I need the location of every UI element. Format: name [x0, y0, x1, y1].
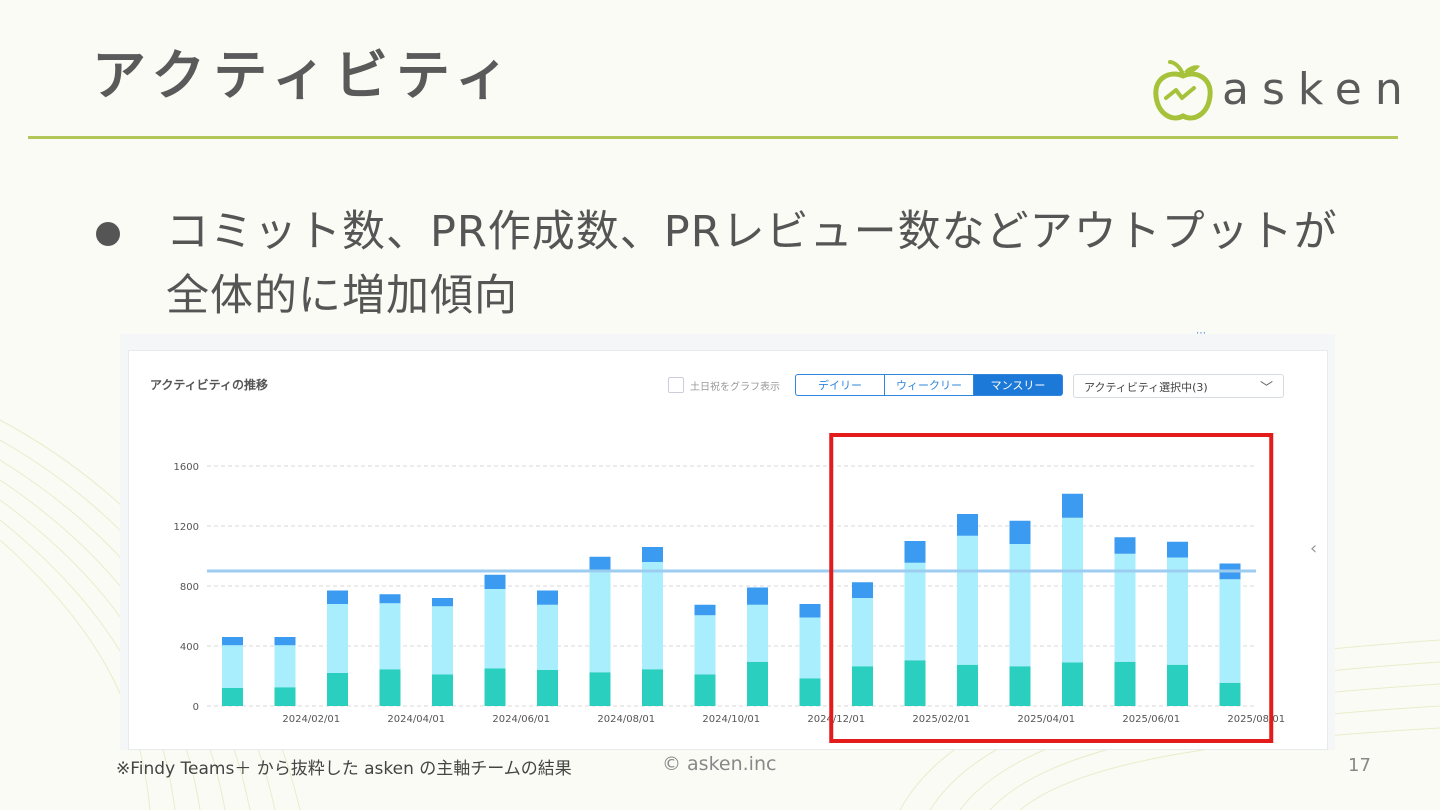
- bar-segment: [274, 645, 296, 688]
- bar-segment: [642, 562, 663, 670]
- bar-segment: [432, 598, 453, 607]
- bar-segment: [799, 604, 821, 618]
- tab-monthly[interactable]: マンスリー: [973, 374, 1063, 396]
- bar-segment: [537, 670, 558, 706]
- bar-segment: [904, 541, 926, 563]
- bar-segment: [694, 615, 716, 675]
- activity-select-dropdown[interactable]: アクティビティ選択中(3) ﹀: [1073, 374, 1284, 398]
- x-tick-label: 2024/04/01: [387, 714, 445, 725]
- bar-segment: [379, 603, 401, 670]
- bar-segment: [484, 668, 506, 706]
- bar-segment: [694, 674, 716, 706]
- bullet-text: コミット数、PR作成数、PRレビュー数などアウトプットが全体的に増加傾向: [166, 207, 1338, 321]
- bar-segment: [957, 514, 978, 536]
- y-tick-label: 800: [180, 582, 199, 593]
- x-tick-label: 2024/12/01: [807, 714, 865, 725]
- highlight-box: [829, 433, 1274, 743]
- footnote: ※Findy Teams＋ から抜粋した asken の主軸チームの結果: [116, 759, 572, 779]
- bar-segment: [642, 669, 663, 706]
- copyright: © asken.inc: [662, 753, 777, 775]
- bar-segment: [222, 645, 243, 688]
- bar-segment: [1167, 664, 1188, 706]
- y-tick-label: 1200: [174, 522, 199, 533]
- bar-segment: [1062, 493, 1083, 518]
- bar-segment: [852, 582, 873, 598]
- activity-select-value: アクティビティ選択中(3): [1084, 381, 1208, 394]
- bar-segment: [432, 606, 453, 675]
- slide-title: アクティビティ: [92, 44, 517, 107]
- x-tick-label: 2025/02/01: [912, 714, 970, 725]
- bar-segment: [1062, 517, 1083, 663]
- x-tick-label: 2025/06/01: [1122, 714, 1180, 725]
- bar-segment: [904, 562, 926, 661]
- bar-segment: [1114, 537, 1136, 554]
- weekend-checkbox[interactable]: [668, 377, 684, 393]
- bar-segment: [1009, 544, 1031, 667]
- bar-segment: [747, 661, 768, 706]
- panel-title: アクティビティの推移: [150, 378, 268, 392]
- bar-segment: [379, 669, 401, 706]
- bar-segment: [484, 589, 506, 669]
- bar-segment: [589, 556, 611, 572]
- bar-segment: [1114, 553, 1136, 662]
- logo-wordmark: asken: [1222, 64, 1416, 115]
- x-tick-label: 2025/04/01: [1017, 714, 1075, 725]
- y-tick-label: 1600: [174, 462, 199, 473]
- bar-segment: [1009, 520, 1031, 544]
- weekend-checkbox-label: 土日祝をグラフ表示: [690, 382, 780, 393]
- bar-segment: [852, 598, 873, 667]
- x-tick-label: 2024/02/01: [282, 714, 340, 725]
- title-underline: [28, 136, 1398, 139]
- x-tick-label: 2024/10/01: [702, 714, 760, 725]
- bar-segment: [1062, 662, 1083, 706]
- chevron-down-icon: ﹀: [1259, 381, 1273, 396]
- bar-segment: [957, 664, 978, 706]
- chevron-left-icon[interactable]: ‹: [1310, 538, 1318, 559]
- apple-logo-icon: [1153, 60, 1213, 121]
- bar-segment: [589, 672, 611, 706]
- x-tick-label: 2025/08/01: [1227, 714, 1285, 725]
- x-tick-label: 2024/06/01: [492, 714, 550, 725]
- bar-segment: [1009, 666, 1031, 706]
- bar-segment: [537, 604, 558, 670]
- bar-segment: [1219, 682, 1241, 706]
- tab-daily[interactable]: デイリー: [795, 374, 885, 396]
- tab-weekly[interactable]: ウィークリー: [884, 374, 974, 396]
- bar-segment: [484, 574, 506, 589]
- bar-segment: [852, 666, 873, 706]
- x-tick-label: 2024/08/01: [597, 714, 655, 725]
- bar-segment: [747, 604, 768, 662]
- asken-logo: asken: [1148, 58, 1403, 128]
- bar-segment: [799, 617, 821, 679]
- bar-segment: [537, 590, 558, 605]
- bar-segment: [274, 637, 296, 646]
- bar-segment: [327, 673, 348, 706]
- y-tick-label: 400: [180, 642, 199, 653]
- clipped-link-text: ⋯: [1196, 328, 1206, 339]
- bar-segment: [379, 594, 401, 604]
- bar-segment: [327, 604, 348, 673]
- bar-segment: [747, 587, 768, 605]
- bar-segment: [694, 604, 716, 616]
- bar-segment: [1219, 579, 1241, 683]
- bar-segment: [432, 674, 453, 706]
- bar-segment: [1167, 557, 1188, 665]
- bar-segment: [222, 688, 243, 706]
- bar-segment: [589, 571, 611, 673]
- y-tick-label: 0: [193, 702, 199, 713]
- bar-segment: [799, 678, 821, 706]
- bar-segment: [327, 590, 348, 604]
- bar-segment: [274, 687, 296, 706]
- page-number: 17: [1348, 755, 1371, 776]
- bar-segment: [222, 637, 243, 646]
- bar-segment: [904, 660, 926, 706]
- bar-segment: [642, 547, 663, 562]
- bullet-dot: [96, 222, 120, 246]
- bar-segment: [957, 535, 978, 665]
- bar-segment: [1167, 541, 1188, 558]
- bar-segment: [1114, 661, 1136, 706]
